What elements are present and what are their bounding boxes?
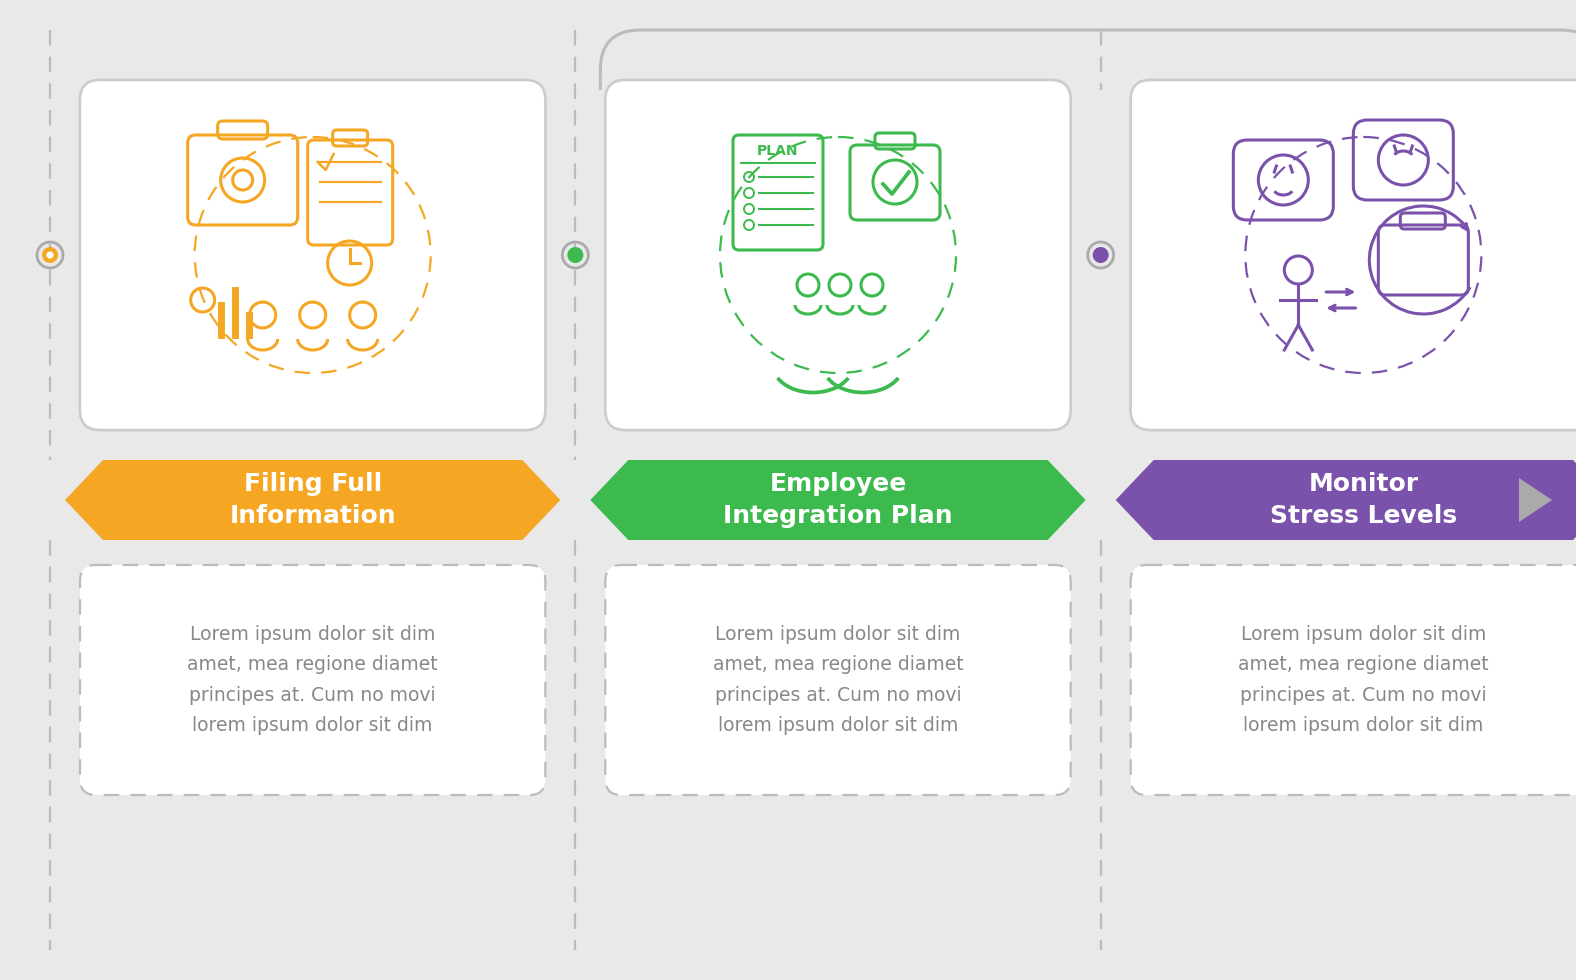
Circle shape — [567, 247, 583, 263]
Circle shape — [1092, 247, 1108, 263]
Text: Monitor
Stress Levels: Monitor Stress Levels — [1270, 472, 1456, 528]
Text: Employee
Integration Plan: Employee Integration Plan — [723, 472, 953, 528]
Circle shape — [46, 252, 54, 259]
Text: Lorem ipsum dolor sit dim
amet, mea regione diamet
principes at. Cum no movi
lor: Lorem ipsum dolor sit dim amet, mea regi… — [188, 625, 438, 735]
Text: Lorem ipsum dolor sit dim
amet, mea regione diamet
principes at. Cum no movi
lor: Lorem ipsum dolor sit dim amet, mea regi… — [1239, 625, 1489, 735]
Polygon shape — [65, 460, 561, 540]
Text: Lorem ipsum dolor sit dim
amet, mea regione diamet
principes at. Cum no movi
lor: Lorem ipsum dolor sit dim amet, mea regi… — [712, 625, 963, 735]
Polygon shape — [591, 460, 1086, 540]
FancyBboxPatch shape — [1130, 565, 1576, 795]
Circle shape — [43, 247, 58, 263]
FancyBboxPatch shape — [605, 80, 1070, 430]
FancyBboxPatch shape — [605, 565, 1070, 795]
Text: Filing Full
Information: Filing Full Information — [230, 472, 396, 528]
Polygon shape — [1116, 460, 1576, 540]
FancyBboxPatch shape — [80, 565, 545, 795]
FancyBboxPatch shape — [1130, 80, 1576, 430]
Bar — [596, 90, 1576, 490]
FancyBboxPatch shape — [1130, 80, 1576, 430]
FancyBboxPatch shape — [80, 80, 545, 430]
FancyBboxPatch shape — [605, 80, 1070, 430]
Text: PLAN: PLAN — [756, 144, 799, 158]
Polygon shape — [1519, 478, 1552, 522]
FancyBboxPatch shape — [80, 80, 545, 430]
